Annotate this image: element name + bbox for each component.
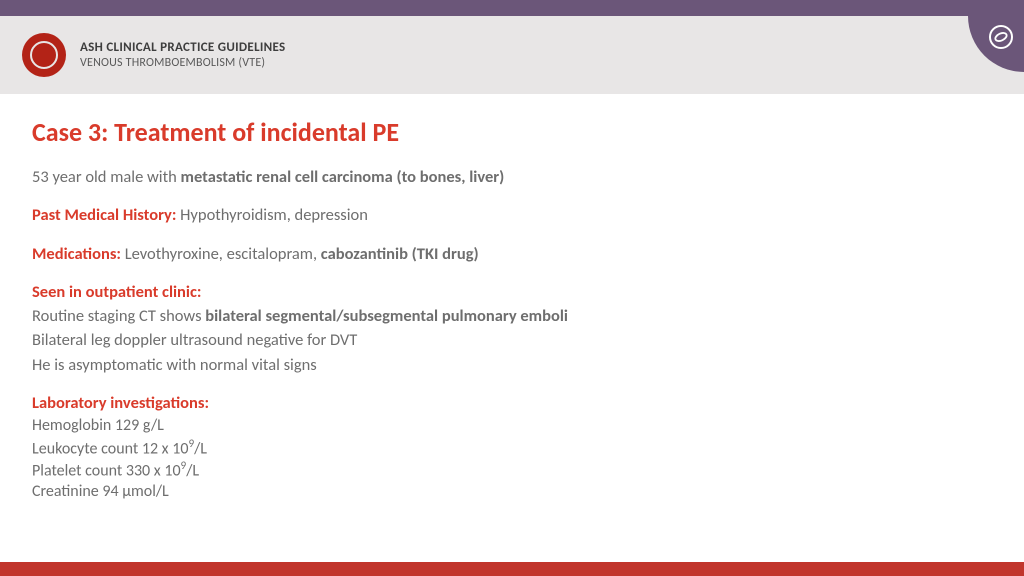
- lab-plt-post: /L: [186, 462, 199, 481]
- header-subtitle: VENOUS THROMBOEMBOLISM (VTE): [80, 56, 285, 70]
- clinic-line-2: Bilateral leg doppler ultrasound negativ…: [32, 329, 992, 351]
- lab-wbc: Leukocyte count 12 x 109/L: [32, 437, 992, 460]
- lab-plt-pre: Platelet count 330 x 10: [32, 462, 181, 481]
- clinic-line1-prefix: Routine staging CT shows: [32, 306, 205, 326]
- labs-heading: Laboratory investigations:: [32, 392, 992, 414]
- slide-content: Case 3: Treatment of incidental PE 53 ye…: [0, 94, 1024, 503]
- meds-value: Levothyroxine, escitalopram,: [125, 244, 321, 264]
- top-purple-bar: [0, 0, 1024, 16]
- clinic-line-1: Routine staging CT shows bilateral segme…: [32, 305, 992, 327]
- clinic-heading: Seen in outpatient clinic:: [32, 281, 992, 303]
- patient-line: 53 year old male with metastatic renal c…: [32, 166, 992, 188]
- slide-title: Case 3: Treatment of incidental PE: [32, 116, 992, 148]
- meds-line: Medications: Levothyroxine, escitalopram…: [32, 243, 992, 265]
- meds-label: Medications:: [32, 244, 125, 264]
- header-title: ASH CLINICAL PRACTICE GUIDELINES: [80, 40, 285, 55]
- labs-block: Laboratory investigations: Hemoglobin 12…: [32, 392, 992, 503]
- bottom-red-bar: [0, 562, 1024, 576]
- lab-wbc-pre: Leukocyte count 12 x 10: [32, 439, 188, 458]
- header-text-block: ASH CLINICAL PRACTICE GUIDELINES VENOUS …: [80, 40, 285, 70]
- pmh-value: Hypothyroidism, depression: [180, 205, 368, 225]
- corner-badge: [968, 16, 1024, 72]
- meds-bold: cabozantinib (TKI drug): [321, 244, 479, 264]
- lab-wbc-post: /L: [194, 439, 207, 458]
- lab-cr: Creatinine 94 µmol/L: [32, 482, 992, 502]
- patient-prefix: 53 year old male with: [32, 167, 181, 187]
- pmh-line: Past Medical History: Hypothyroidism, de…: [32, 204, 992, 226]
- clinic-label: Seen in outpatient clinic:: [32, 282, 201, 302]
- ash-logo: [22, 33, 66, 77]
- lab-plt: Platelet count 330 x 109/L: [32, 459, 992, 482]
- clinic-line1-bold: bilateral segmental/subsegmental pulmona…: [205, 306, 568, 326]
- pmh-label: Past Medical History:: [32, 205, 180, 225]
- patient-diagnosis: metastatic renal cell carcinoma (to bone…: [181, 167, 505, 187]
- lab-hgb: Hemoglobin 129 g/L: [32, 416, 992, 436]
- header-band: ASH CLINICAL PRACTICE GUIDELINES VENOUS …: [0, 16, 1024, 94]
- cell-icon: [988, 24, 1014, 50]
- labs-label: Laboratory investigations:: [32, 393, 209, 413]
- clinic-line-3: He is asymptomatic with normal vital sig…: [32, 354, 992, 376]
- ash-logo-inner: [30, 41, 58, 69]
